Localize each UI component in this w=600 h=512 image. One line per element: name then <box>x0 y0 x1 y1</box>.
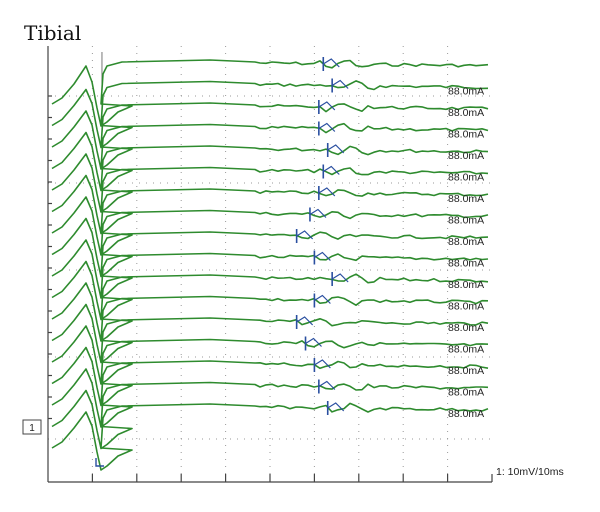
marker-wave-14 <box>305 337 322 347</box>
stim-label-3: 88.0mA <box>448 107 484 119</box>
trace-12 <box>51 295 489 364</box>
stimulus-labels: 88.0mA 88.0mA 88.0mA 88.0mA 88.0mA 88.0mA 88.0… <box>448 86 484 421</box>
chart-title: Tibial <box>24 21 81 45</box>
marker-wave-9 <box>296 230 314 240</box>
stim-label-11: 88.0mA <box>448 279 484 291</box>
stim-label-5: 88.0mA <box>448 150 484 162</box>
baseline-marker <box>95 458 104 467</box>
marker-wave-2 <box>331 79 349 89</box>
marker-wave-13 <box>296 316 314 326</box>
stim-label-7: 88.0mA <box>448 193 484 205</box>
channel-label: 1 <box>29 423 35 434</box>
trace-6 <box>51 166 489 235</box>
latency-markers <box>95 57 349 467</box>
marker-wave-12 <box>314 294 331 304</box>
trace-5 <box>51 145 489 213</box>
stim-label-12: 88.0mA <box>448 301 484 313</box>
trace-10 <box>51 252 489 321</box>
marker-wave-5 <box>327 144 345 154</box>
trace-17 <box>51 402 489 471</box>
trace-1 <box>51 59 489 127</box>
marker-wave-4 <box>318 122 336 132</box>
stim-label-17: 88.0mA <box>448 408 484 420</box>
stim-label-15: 88.0mA <box>448 365 484 377</box>
marker-wave-6 <box>322 165 340 175</box>
marker-wave-8 <box>309 208 327 218</box>
grid <box>48 46 492 478</box>
trace-4 <box>51 122 489 192</box>
stim-label-14: 88.0mA <box>448 344 484 356</box>
trace-11 <box>51 273 489 342</box>
stim-label-4: 88.0mA <box>448 129 484 141</box>
trace-2 <box>51 80 489 149</box>
marker-wave-1 <box>322 58 340 68</box>
trace-16 <box>51 381 489 450</box>
marker-wave-11 <box>331 273 349 283</box>
marker-wave-10 <box>314 251 331 261</box>
stim-label-8: 88.0mA <box>448 215 484 227</box>
marker-wave-3 <box>318 101 336 111</box>
scale-label: 1: 10mV/10ms <box>496 466 564 478</box>
marker-wave-17 <box>327 402 345 412</box>
stim-label-9: 88.0mA <box>448 236 484 248</box>
channel-box <box>22 419 42 435</box>
stim-label-10: 88.0mA <box>448 258 484 270</box>
marker-wave-15 <box>314 359 331 369</box>
trace-13 <box>51 317 489 385</box>
marker-wave-16 <box>318 380 336 390</box>
traces <box>51 59 489 471</box>
stim-label-13: 88.0mA <box>448 322 484 334</box>
marker-wave-7 <box>318 187 336 197</box>
stim-label-16: 88.0mA <box>448 387 484 399</box>
trace-8 <box>51 209 489 278</box>
trace-14 <box>51 338 489 407</box>
stim-label-2: 88.0mA <box>448 86 484 98</box>
trace-9 <box>51 231 489 299</box>
stim-label-6: 88.0mA <box>448 172 484 184</box>
trace-3 <box>51 102 489 170</box>
trace-7 <box>51 188 489 256</box>
trace-15 <box>51 360 489 428</box>
